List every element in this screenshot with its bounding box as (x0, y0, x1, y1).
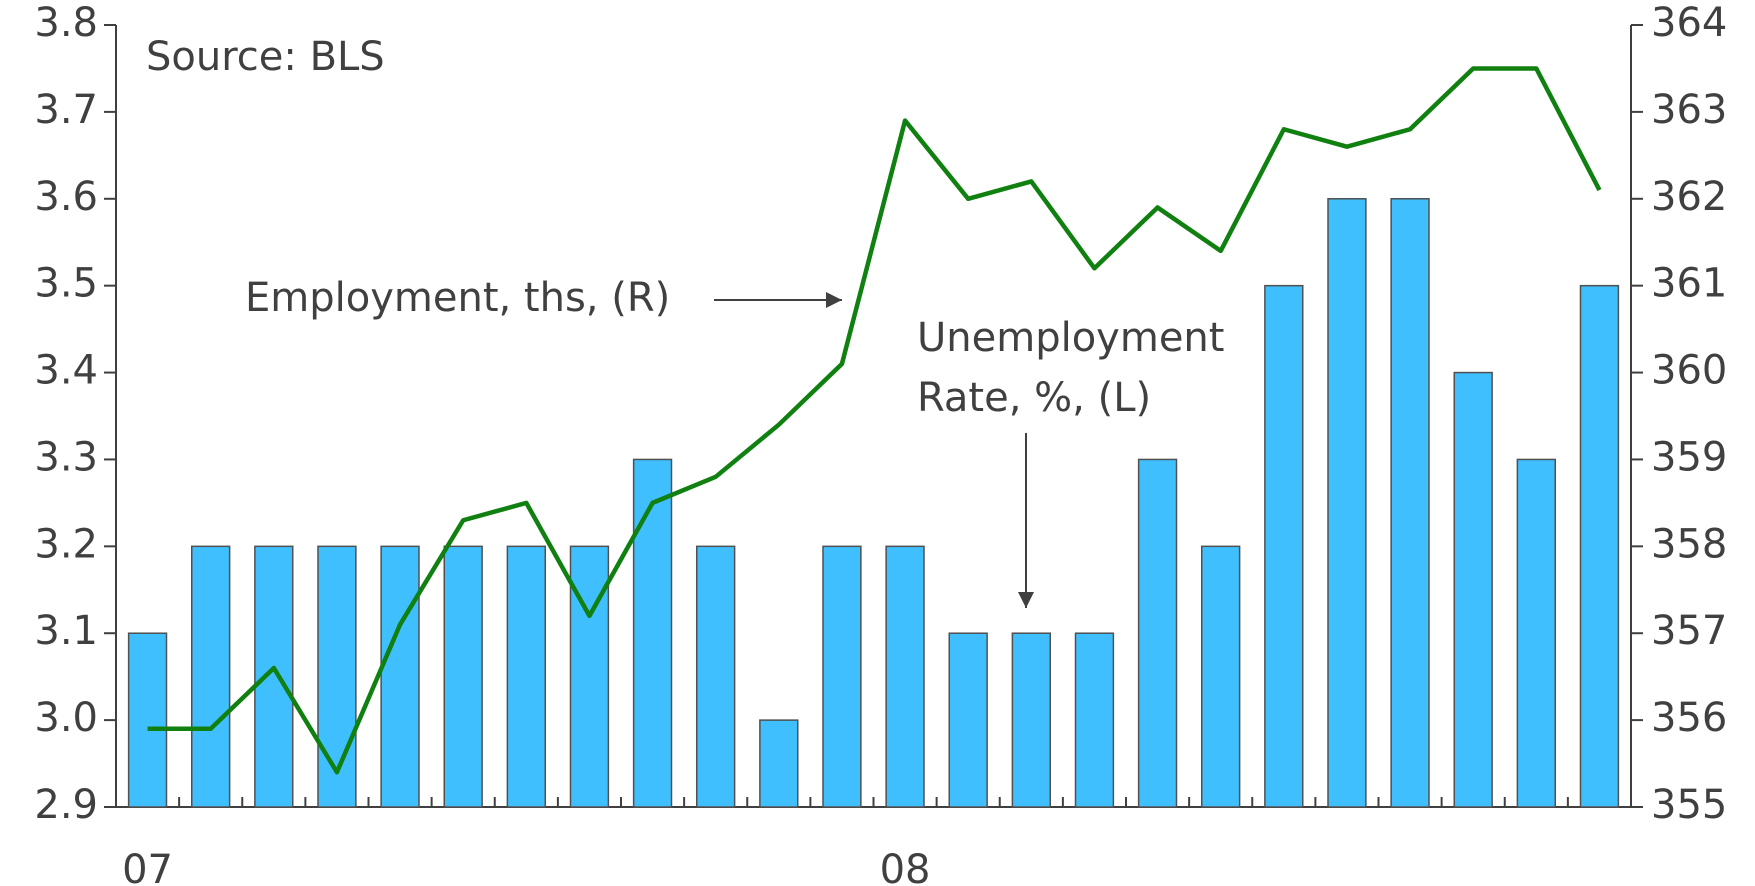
annotation: Unemployment (917, 315, 1224, 361)
y2-tick-label: 360 (1651, 348, 1727, 394)
bar (1327, 198, 1367, 808)
annotation: Employment, ths, (R) (245, 275, 670, 321)
bar (885, 545, 925, 808)
y-tick-label: 3.2 (34, 521, 98, 567)
bar (1264, 284, 1304, 808)
bar (822, 545, 862, 808)
bar (254, 545, 294, 808)
y2-tick-label: 358 (1651, 521, 1727, 567)
bar (569, 545, 610, 808)
y-tick-label: 3.1 (34, 608, 98, 654)
y-tick-label: 3.6 (34, 174, 98, 220)
y-tick-label: 3.4 (34, 348, 98, 394)
bar (191, 545, 231, 808)
bar (1390, 198, 1430, 808)
y-tick-label: 3.8 (34, 0, 98, 46)
bar (443, 545, 483, 808)
y2-tick-label: 364 (1651, 0, 1727, 46)
bar (317, 545, 357, 808)
y2-tick-label: 356 (1651, 695, 1727, 741)
bar (1579, 284, 1620, 808)
y-tick-label: 3.5 (34, 261, 98, 307)
y-tick-label: 2.9 (34, 782, 98, 828)
y2-tick-label: 363 (1651, 87, 1727, 133)
y-tick-label: 3.7 (34, 87, 98, 133)
bar (632, 458, 673, 808)
bar (1453, 371, 1493, 808)
y-tick-label: 3.3 (34, 434, 98, 480)
y-tick-label: 3.0 (34, 695, 98, 741)
line (147, 66, 1602, 775)
bar (696, 545, 736, 808)
bar (127, 632, 168, 808)
annotation: Rate, %, (L) (917, 375, 1151, 421)
bar (380, 545, 420, 808)
bar (1011, 632, 1051, 808)
x-tick-label: 07 (122, 847, 173, 886)
bar (506, 545, 546, 808)
annotation: Source: BLS (146, 34, 385, 80)
bar (1516, 458, 1556, 808)
bar (1137, 458, 1178, 808)
y2-tick-label: 355 (1651, 782, 1727, 828)
y2-tick-label: 357 (1651, 608, 1727, 654)
bar (759, 719, 799, 808)
x-tick-label: 08 (880, 847, 931, 886)
y2-tick-label: 359 (1651, 434, 1727, 480)
bar (948, 632, 988, 808)
bar (1074, 632, 1115, 808)
y2-tick-label: 362 (1651, 174, 1727, 220)
bar (1201, 545, 1241, 808)
y2-tick-label: 361 (1651, 261, 1727, 307)
